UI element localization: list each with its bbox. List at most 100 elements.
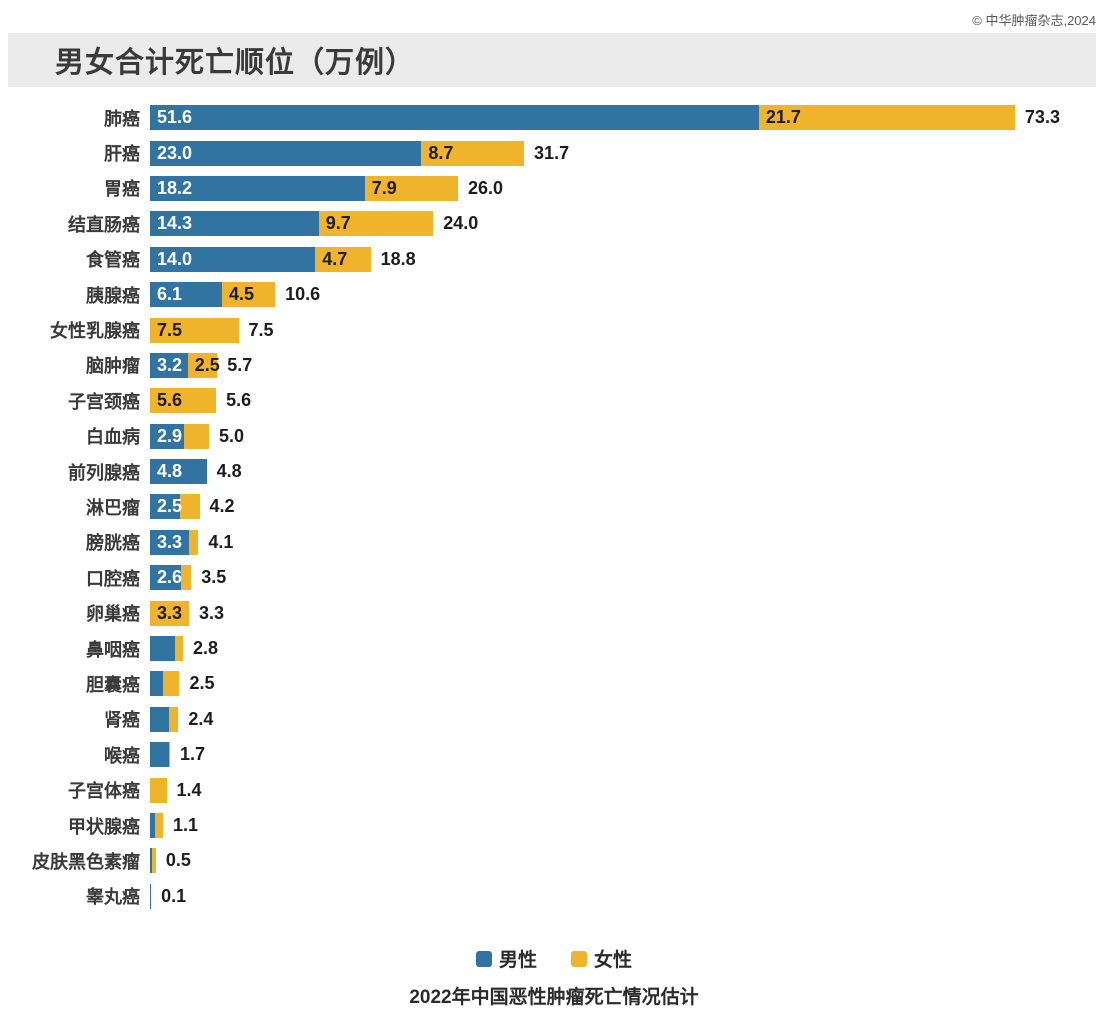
total-value-label: 5.7 <box>227 354 253 375</box>
category-label: 膀胱癌 <box>86 533 140 554</box>
male-value-label: 18.2 <box>157 177 193 198</box>
male-value-label: 3.2 <box>157 354 183 375</box>
female-legend-label: 女性 <box>594 950 633 971</box>
total-value-label: 3.3 <box>198 602 224 623</box>
category-label: 卵巢癌 <box>86 604 140 625</box>
total-value-label: 1.1 <box>172 815 198 835</box>
female-legend-swatch-icon <box>571 950 587 967</box>
bar-track: 7.5 7.5 <box>150 317 1108 343</box>
bar-track: 0.5 <box>150 848 1108 874</box>
female-bar-segment <box>152 848 156 874</box>
category-label: 淋巴瘤 <box>86 497 140 518</box>
total-value-label: 2.8 <box>193 638 219 659</box>
female-bar-segment: 2.5 <box>187 352 220 378</box>
category-label: 前列腺癌 <box>68 462 140 483</box>
bar-track: 1.1 <box>150 813 1108 838</box>
chart-row: 食管癌 14.0 4.7 18.8 <box>0 242 1108 277</box>
male-value-label: 51.6 <box>157 107 193 128</box>
total-value-label: 31.7 <box>534 142 570 163</box>
male-bar-segment <box>150 671 163 697</box>
male-bar-segment: 3.2 <box>150 352 188 378</box>
female-bar-segment: 5.6 <box>150 388 217 414</box>
total-value-label: 5.6 <box>226 390 252 411</box>
female-bar-segment <box>188 529 199 555</box>
stacked-bar-chart: 肺癌 51.6 21.7 73.3 肝癌 23.0 8.7 31.7 胃癌 <box>0 100 1108 914</box>
male-value-label: 23.0 <box>157 142 193 163</box>
chart-row: 结直肠癌 14.3 9.7 24.0 <box>0 206 1108 241</box>
male-bar-segment: 23.0 <box>150 140 422 166</box>
chart-row: 胰腺癌 6.1 4.5 10.6 <box>0 277 1108 312</box>
male-legend-swatch-icon <box>475 950 492 967</box>
total-value-label: 4.2 <box>209 496 235 517</box>
chart-row: 脑肿瘤 3.2 2.5 5.7 <box>0 348 1108 383</box>
chart-row: 淋巴瘤 2.5 4.2 <box>0 489 1108 524</box>
male-bar-segment: 6.1 <box>150 282 222 308</box>
male-bar-segment: 2.5 <box>150 494 183 520</box>
title-banner: 男女合计死亡顺位（万例） <box>8 33 1096 87</box>
male-bar-segment: 2.9 <box>150 423 185 449</box>
category-label: 脑肿瘤 <box>86 356 140 377</box>
male-legend-label: 男性 <box>498 950 537 971</box>
female-value-label: 9.7 <box>325 213 351 234</box>
male-value-label: 4.8 <box>157 461 183 482</box>
total-value-label: 10.6 <box>285 284 321 305</box>
chart-row: 皮肤黑色素瘤 0.5 <box>0 843 1108 878</box>
male-bar-segment: 18.2 <box>150 175 365 201</box>
category-label: 睾丸癌 <box>86 887 140 908</box>
bar-track: 18.2 7.9 26.0 <box>150 175 1108 201</box>
chart-row: 胆囊癌 2.5 <box>0 666 1108 701</box>
female-bar-segment <box>154 813 163 838</box>
bar-track: 2.4 <box>150 706 1108 732</box>
chart-row: 子宫体癌 1.4 <box>0 772 1108 807</box>
female-value-label: 3.3 <box>157 602 183 623</box>
bar-track: 1.4 <box>150 777 1108 803</box>
total-value-label: 18.8 <box>380 248 416 269</box>
female-bar-segment: 21.7 <box>758 105 1015 131</box>
total-value-label: 5.0 <box>218 425 245 446</box>
total-value-label: 4.1 <box>208 531 234 552</box>
chart-row: 子宫颈癌 5.6 5.6 <box>0 383 1108 418</box>
category-label: 肝癌 <box>104 144 140 165</box>
female-bar-segment <box>180 565 192 591</box>
male-value-label: 3.3 <box>157 531 183 552</box>
female-bar-segment <box>184 423 209 449</box>
male-value-label: 2.5 <box>157 496 183 517</box>
bar-track: 3.3 4.1 <box>150 529 1108 555</box>
bar-track: 5.6 5.6 <box>150 388 1108 414</box>
category-label: 女性乳腺癌 <box>50 321 140 342</box>
female-bar-segment: 7.5 <box>150 317 239 343</box>
male-value-label: 14.3 <box>157 213 193 234</box>
category-label: 子宫颈癌 <box>68 391 140 412</box>
male-bar-segment: 2.6 <box>150 565 182 591</box>
female-bar-segment <box>150 777 167 803</box>
male-bar-segment <box>150 883 152 909</box>
category-label: 胃癌 <box>104 179 140 200</box>
female-value-label: 7.5 <box>157 319 183 340</box>
category-label: 肾癌 <box>104 710 140 731</box>
category-label: 肺癌 <box>104 108 140 129</box>
category-label: 胆囊癌 <box>86 674 140 695</box>
male-bar-segment <box>150 636 175 662</box>
total-value-label: 0.5 <box>165 850 191 871</box>
female-bar-segment: 4.5 <box>221 282 276 308</box>
chart-row: 前列腺癌 4.8 4.8 <box>0 454 1108 489</box>
male-bar-segment <box>150 742 169 768</box>
total-value-label: 73.3 <box>1024 107 1060 128</box>
bar-track: 0.1 <box>150 883 1108 909</box>
chart-subtitle: 2022年中国恶性肿瘤死亡情况估计 <box>409 987 699 1008</box>
bar-track: 3.3 3.3 <box>150 600 1108 626</box>
total-value-label: 26.0 <box>467 177 504 198</box>
chart-row: 肺癌 51.6 21.7 73.3 <box>0 100 1108 135</box>
female-value-label: 21.7 <box>765 107 801 128</box>
female-value-label: 4.5 <box>228 284 254 305</box>
chart-row: 肝癌 23.0 8.7 31.7 <box>0 135 1108 170</box>
chart-row: 甲状腺癌 1.1 <box>0 808 1108 843</box>
bar-track: 1.7 <box>150 742 1108 768</box>
total-value-label: 7.5 <box>248 319 274 340</box>
total-value-label: 3.5 <box>201 567 227 588</box>
male-value-label: 14.0 <box>157 248 193 269</box>
legend-item-female: 女性 <box>571 945 632 972</box>
bar-track: 23.0 8.7 31.7 <box>150 140 1108 166</box>
chart-row: 膀胱癌 3.3 4.1 <box>0 525 1108 560</box>
bar-track: 2.5 4.2 <box>150 494 1108 520</box>
